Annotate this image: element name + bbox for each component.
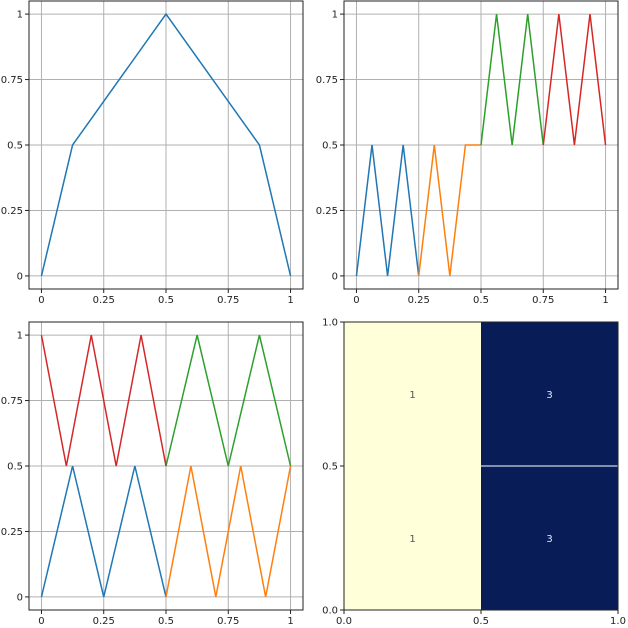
y-tick-label: 1 (17, 10, 23, 21)
x-tick-label: 0.5 (473, 295, 489, 306)
heatmap-cell-label: 3 (546, 390, 552, 401)
series-line-3 (165, 334, 292, 467)
series-line-1 (40, 12, 292, 277)
y-tick-label: 0.25 (1, 206, 23, 217)
x-tick-label: 0 (353, 295, 359, 306)
y-tick-label: 0.25 (1, 527, 23, 538)
series-line-2 (165, 465, 292, 598)
y-tick-label: 0.5 (7, 462, 23, 473)
x-tick-label: 0.25 (93, 295, 115, 306)
x-tick-label: 1 (602, 295, 608, 306)
x-tick-label: 0.25 (93, 616, 115, 627)
x-tick-label: 0.75 (217, 616, 239, 627)
heatmap-cell-label: 1 (409, 390, 415, 401)
heatmap-cell-2 (481, 322, 618, 466)
y-tick-label: 0.25 (316, 206, 338, 217)
y-tick-label: 0.5 (322, 462, 338, 473)
y-tick-label: 0.5 (7, 141, 23, 152)
y-tick-label: 1 (17, 331, 23, 342)
y-tick-label: 0 (332, 271, 338, 282)
y-tick-label: 1.0 (322, 318, 338, 329)
y-tick-label: 0.75 (316, 75, 338, 86)
series-line-1 (40, 465, 167, 598)
y-tick-label: 0 (17, 271, 23, 282)
series-line-4 (542, 14, 607, 146)
y-tick-label: 0.5 (322, 141, 338, 152)
axis-ticks: 0 0.25 0.5 0.75 1 0 0.25 0.5 0.75 1 (1, 10, 294, 306)
y-tick-label: 0.0 (322, 606, 338, 617)
series-line-4 (40, 334, 167, 467)
y-tick-label: 0.75 (1, 75, 23, 86)
series-line-2 (417, 144, 481, 276)
x-tick-label: 0.5 (158, 616, 174, 627)
x-tick-label: 0.75 (532, 295, 554, 306)
bottom-right-heatmap: 1 3 1 3 0.0 0.5 1.0 0.0 0.5 1.0 (322, 318, 626, 628)
x-tick-label: 1 (287, 295, 293, 306)
y-tick-label: 0 (17, 592, 23, 603)
series-line-3 (480, 14, 545, 146)
heatmap-cell-3 (344, 466, 481, 610)
y-tick-label: 0.75 (1, 396, 23, 407)
x-tick-label: 0.5 (158, 295, 174, 306)
x-tick-label: 1.0 (610, 616, 626, 627)
axis-ticks: 0 0.25 0.5 0.75 1 0 0.25 0.5 0.75 1 (1, 331, 294, 627)
x-tick-label: 0.5 (473, 616, 489, 627)
series-line-1 (355, 144, 420, 276)
axis-ticks: 0 0.25 0.5 0.75 1 0 0.25 0.5 0.75 1 (316, 10, 609, 306)
bottom-left-line-chart: 0 0.25 0.5 0.75 1 0 0.25 0.5 0.75 1 (1, 321, 304, 627)
heatmap-cell-4 (481, 466, 618, 610)
y-tick-label: 1 (332, 10, 338, 21)
x-tick-label: 0 (38, 295, 44, 306)
top-right-line-chart: 0 0.25 0.5 0.75 1 0 0.25 0.5 0.75 1 (316, 0, 619, 306)
heatmap-cell-1 (344, 322, 481, 466)
heatmap-cell-label: 3 (546, 534, 552, 545)
x-tick-label: 0.0 (336, 616, 352, 627)
x-tick-label: 0 (38, 616, 44, 627)
x-tick-label: 1 (287, 616, 293, 627)
gridlines (29, 1, 303, 289)
x-tick-label: 0.75 (217, 295, 239, 306)
heatmap-cell-label: 1 (409, 534, 415, 545)
x-tick-label: 0.25 (408, 295, 430, 306)
axis-ticks: 0.0 0.5 1.0 0.0 0.5 1.0 (322, 318, 626, 628)
top-left-line-chart: 0 0.25 0.5 0.75 1 0 0.25 0.5 0.75 1 (1, 0, 304, 306)
